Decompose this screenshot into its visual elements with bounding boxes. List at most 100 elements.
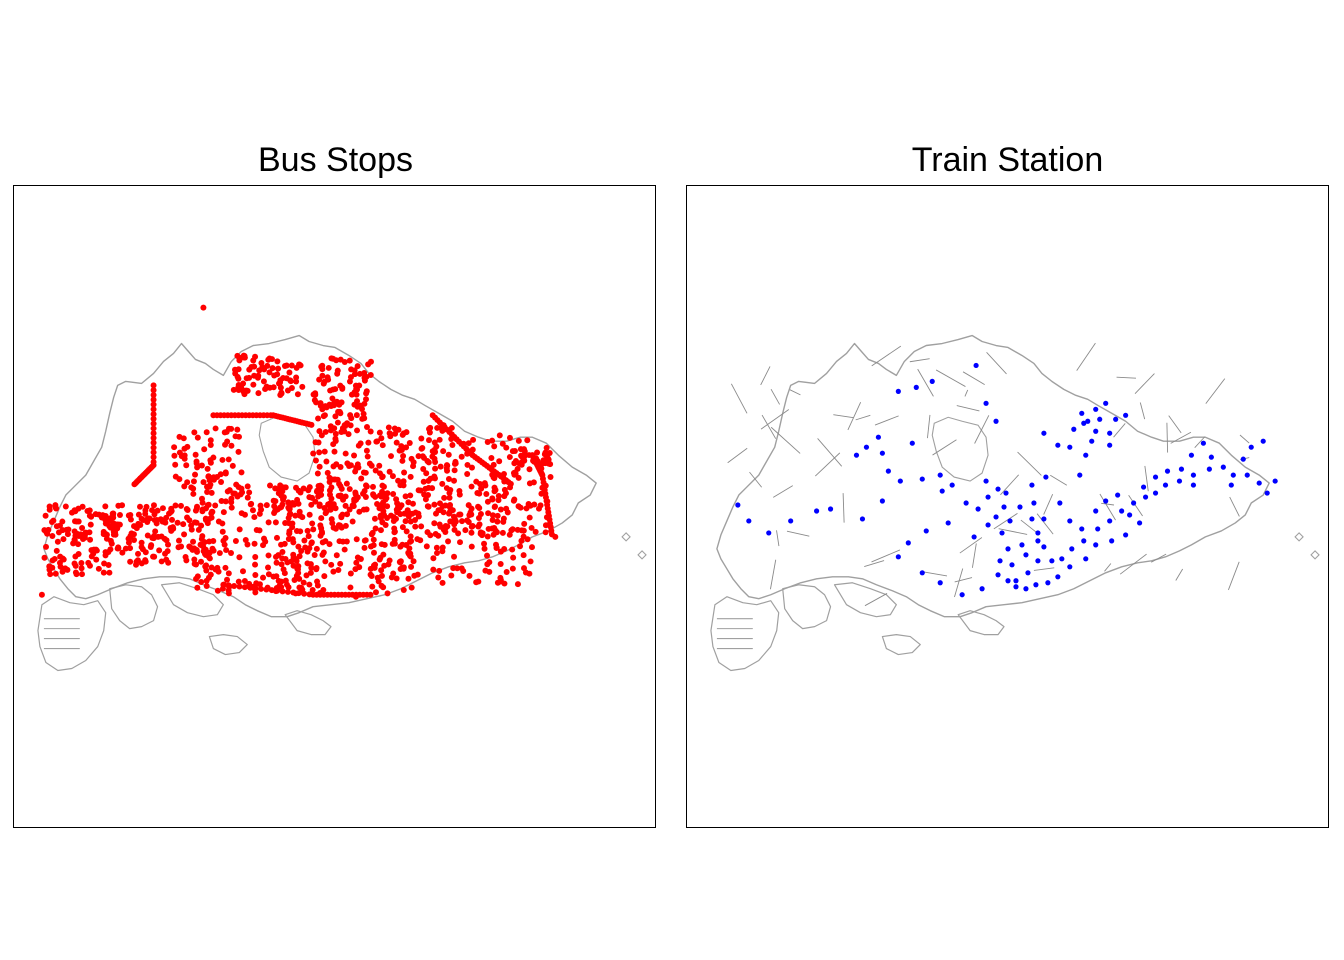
bus-stop-point bbox=[318, 491, 325, 498]
bus-stop-point bbox=[532, 528, 539, 535]
train-station-point bbox=[853, 452, 860, 458]
bus-stop-point bbox=[309, 520, 316, 527]
train-station-point bbox=[746, 518, 752, 524]
bus-stop-point bbox=[337, 464, 344, 471]
bus-stop-point bbox=[337, 492, 344, 499]
bus-stop-point bbox=[376, 429, 383, 436]
bus-stop-point bbox=[405, 575, 412, 582]
train-station-point bbox=[1025, 570, 1031, 576]
bus-stop-point bbox=[389, 473, 396, 480]
bus-stop-point bbox=[395, 426, 402, 433]
bus-stop-point bbox=[295, 500, 302, 507]
bus-stop-point bbox=[41, 554, 48, 561]
bus-stop-point bbox=[324, 374, 331, 381]
bus-stop-point bbox=[244, 483, 251, 490]
bus-stop-point bbox=[291, 576, 298, 583]
bus-stop-point bbox=[501, 486, 508, 493]
bus-stop-point bbox=[90, 546, 97, 553]
bus-stop-point bbox=[446, 494, 453, 501]
bus-stop-point bbox=[492, 503, 498, 510]
bus-stop-point bbox=[306, 484, 313, 491]
bus-stop-point bbox=[506, 531, 513, 538]
train-station-point bbox=[879, 450, 885, 456]
bus-stop-point bbox=[212, 566, 219, 573]
train-station-point bbox=[1041, 430, 1047, 436]
bus-stop-point bbox=[401, 510, 408, 517]
bus-stop-point bbox=[510, 497, 517, 504]
train-station-point bbox=[1093, 406, 1099, 412]
bus-stop-point bbox=[386, 468, 393, 475]
bus-stop-point bbox=[75, 551, 82, 558]
bus-stop-point bbox=[82, 529, 89, 536]
bus-stop-point bbox=[308, 564, 315, 571]
bus-stop-point bbox=[318, 515, 325, 522]
bus-stop-point bbox=[287, 378, 294, 385]
bus-stop-point bbox=[46, 506, 53, 513]
train-station-point bbox=[788, 518, 794, 524]
bus-stop-point bbox=[296, 361, 303, 368]
bus-stop-point bbox=[420, 478, 427, 485]
train-station-point bbox=[1023, 586, 1029, 592]
bus-stop-point bbox=[311, 397, 318, 404]
bus-stop-point bbox=[524, 536, 531, 543]
bus-stop-point bbox=[432, 510, 439, 517]
bus-stop-point bbox=[152, 528, 159, 535]
bus-stop-point bbox=[388, 574, 395, 581]
bus-stop-point bbox=[370, 492, 377, 499]
bus-stop-point bbox=[193, 460, 200, 467]
bus-stop-point bbox=[395, 477, 402, 484]
bus-stop-point bbox=[271, 372, 278, 379]
bus-stop-point bbox=[344, 420, 351, 427]
bus-stop-point bbox=[358, 475, 365, 482]
bus-stop-point bbox=[279, 488, 286, 495]
bus-stop-point bbox=[172, 502, 179, 509]
bus-stop-point bbox=[198, 558, 205, 565]
bus-stop-point bbox=[476, 521, 483, 528]
bus-stop-point bbox=[95, 565, 102, 572]
bus-stop-point bbox=[334, 419, 341, 426]
bus-stop-point bbox=[88, 513, 95, 520]
bus-stop-point bbox=[184, 514, 191, 521]
bus-stop-point bbox=[445, 451, 452, 458]
train-station-point bbox=[1035, 558, 1041, 564]
train-station-point bbox=[863, 444, 870, 450]
bus-stop-point bbox=[484, 533, 491, 540]
bus-stop-point bbox=[431, 520, 438, 527]
bus-stop-point bbox=[341, 359, 348, 366]
bus-stop-point bbox=[150, 435, 157, 442]
bus-stop-point bbox=[127, 558, 134, 565]
bus-stop-point bbox=[332, 413, 339, 420]
bus-stop-point bbox=[319, 539, 326, 546]
bus-stop-point bbox=[241, 577, 248, 584]
bus-stop-point bbox=[342, 450, 349, 457]
bus-stop-point bbox=[489, 516, 496, 523]
bus-stop-point bbox=[201, 446, 208, 453]
bus-stop-point bbox=[272, 485, 279, 492]
bus-stop-point bbox=[445, 475, 452, 482]
bus-stop-point bbox=[328, 516, 335, 523]
bus-stop-point bbox=[216, 550, 223, 557]
bus-stop-point bbox=[150, 430, 157, 437]
bus-stop-point bbox=[203, 429, 210, 436]
bus-stop-point bbox=[195, 526, 202, 533]
bus-stop-point bbox=[506, 434, 513, 441]
bus-stop-point bbox=[301, 590, 308, 597]
bus-stop-point bbox=[158, 558, 165, 565]
bus-stop-point bbox=[265, 571, 272, 578]
bus-stop-point bbox=[283, 375, 290, 382]
bus-stop-point bbox=[462, 527, 469, 534]
bus-stop-point bbox=[390, 491, 397, 498]
bus-stop-point bbox=[194, 434, 201, 441]
bus-stop-point bbox=[407, 533, 414, 540]
bus-stop-point bbox=[362, 537, 369, 544]
bus-stop-point bbox=[365, 361, 372, 368]
bus-stop-point bbox=[441, 494, 448, 501]
bus-stop-point bbox=[202, 516, 209, 523]
bus-stop-point bbox=[150, 425, 157, 432]
bus-stop-point bbox=[367, 372, 374, 379]
bus-stop-point bbox=[400, 482, 407, 489]
bus-stop-point bbox=[234, 426, 241, 433]
bus-stop-point bbox=[435, 574, 442, 581]
bus-stop-point bbox=[177, 502, 184, 509]
bus-stop-point bbox=[407, 473, 414, 480]
